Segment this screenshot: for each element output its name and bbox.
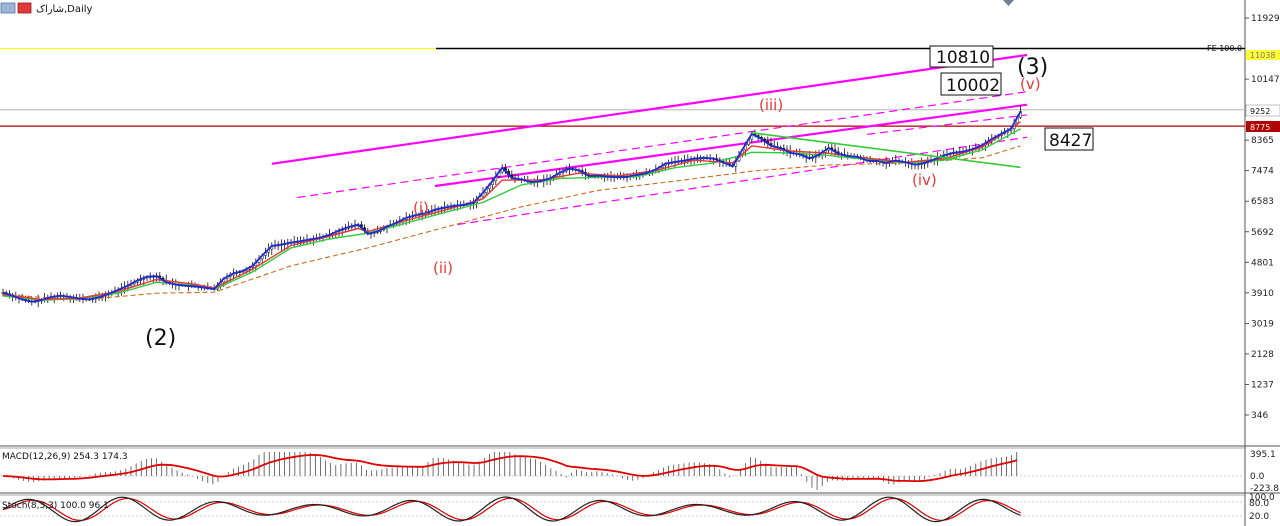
macd-tick-zero: 0.0 bbox=[1250, 472, 1265, 482]
price-tick-label: 10147 bbox=[1251, 75, 1280, 85]
stochastic-panel: Stoch(8,3,3) 100.0 96.1 100.0 80.0 20.0 bbox=[0, 493, 1275, 523]
channel-upper-dashed-line bbox=[297, 91, 1028, 199]
channel-bottom-dashed-line bbox=[457, 136, 1028, 226]
stoch-title: Stoch(8,3,3) 100.0 96.1 bbox=[2, 501, 109, 511]
collapse-arrow-icon[interactable] bbox=[1003, 0, 1014, 6]
chart-type-icon bbox=[17, 2, 32, 14]
price-chart: FE 100.0 (i) (ii) (iii) (iv) (v) (2) (3)… bbox=[0, 44, 1245, 351]
svg-text:10002: 10002 bbox=[946, 76, 1000, 96]
macd-histogram bbox=[7, 452, 1018, 490]
header: شاراک,Daily bbox=[0, 2, 93, 15]
price-tick-label: 1237 bbox=[1251, 380, 1274, 390]
svg-text:10810: 10810 bbox=[936, 48, 990, 68]
macd-signal-line bbox=[2, 453, 1018, 482]
price-tick-label: 3910 bbox=[1251, 289, 1274, 299]
price-tick-label: 3019 bbox=[1251, 319, 1274, 329]
channel-upper-line bbox=[271, 53, 1028, 165]
current-price-label: 9252 bbox=[1250, 107, 1270, 116]
price-axis: 11038 9252 8775 11929 10147 8365 7474 6583 56… bbox=[1245, 14, 1280, 421]
chart-title: شاراک,Daily bbox=[36, 4, 93, 15]
channel-lower-line bbox=[434, 103, 1028, 188]
current-price-badge bbox=[1245, 104, 1280, 117]
ma-slow-line bbox=[2, 145, 1021, 301]
macd-panel: MACD(12,26,9) 254.3 174.3 395.1 0.0 -223… bbox=[0, 450, 1279, 494]
wave-label-2: (2) bbox=[145, 326, 176, 351]
stoch-tick-100: 100.0 bbox=[1249, 493, 1275, 503]
wave-label-iv: (iv) bbox=[912, 171, 937, 189]
wave-label-iii: (iii) bbox=[759, 96, 783, 114]
support-price-label: 8775 bbox=[1250, 123, 1270, 132]
level-box-10002: 10002 bbox=[940, 72, 1002, 96]
fe-label: FE 100.0 bbox=[1207, 44, 1242, 53]
ma-fast-line bbox=[2, 121, 1021, 301]
downtrend-line bbox=[751, 131, 1021, 169]
channel-lower-dashed-line bbox=[866, 114, 1028, 135]
ma-mid-line bbox=[2, 128, 1021, 301]
macd-tick-bottom: -223.8 bbox=[1250, 484, 1279, 494]
fe-value-label: 11038 bbox=[1250, 51, 1275, 60]
fe-value-badge bbox=[1246, 50, 1280, 60]
macd-title: MACD(12,26,9) 254.3 174.3 bbox=[2, 452, 128, 462]
price-tick-label: 7474 bbox=[1251, 167, 1274, 177]
chart-window-icon bbox=[0, 2, 16, 14]
wave-label-ii: (ii) bbox=[433, 259, 453, 277]
wave-label-i: (i) bbox=[413, 199, 429, 217]
price-channel bbox=[271, 53, 1028, 226]
stoch-signal-line bbox=[2, 497, 1021, 522]
wave-label-v: (v) bbox=[1020, 75, 1041, 93]
stoch-main-line bbox=[2, 496, 1021, 523]
price-line bbox=[2, 111, 1022, 303]
support-price-badge bbox=[1246, 121, 1280, 132]
price-tick-label: 6583 bbox=[1251, 197, 1274, 207]
level-box-8427: 8427 bbox=[1044, 127, 1094, 151]
price-tick-label: 4801 bbox=[1251, 258, 1274, 268]
stoch-tick-80: 80.0 bbox=[1249, 499, 1269, 509]
wave-label-3: (3) bbox=[1017, 55, 1048, 80]
price-tick-label: 5692 bbox=[1251, 228, 1274, 238]
price-tick-label: 346 bbox=[1251, 411, 1268, 421]
price-tick-label: 11929 bbox=[1251, 14, 1280, 24]
stoch-tick-20: 20.0 bbox=[1249, 512, 1269, 522]
macd-tick-top: 395.1 bbox=[1250, 450, 1276, 460]
svg-text:8427: 8427 bbox=[1049, 131, 1092, 151]
price-tick-label: 8365 bbox=[1251, 136, 1274, 146]
price-tick-label: 2128 bbox=[1251, 350, 1274, 360]
level-box-10810: 10810 bbox=[929, 45, 994, 68]
